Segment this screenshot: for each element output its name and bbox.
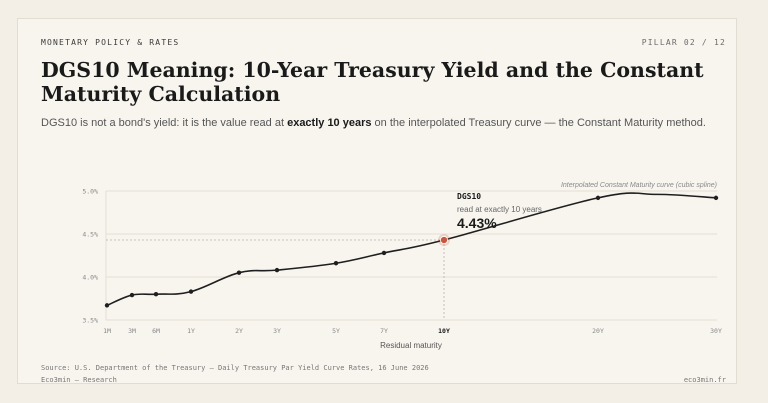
data-point-20y	[595, 195, 601, 201]
page-subtitle: DGS10 is not a bond's yield: it is the v…	[41, 117, 706, 129]
x-tick-label: 1M	[103, 327, 111, 335]
highlight-value: 4.43%	[457, 215, 497, 231]
pillar-counter: PILLAR 02 / 12	[641, 38, 726, 47]
subtitle-text-end: on the interpolated Treasury curve — the…	[371, 117, 706, 129]
data-point-7y	[381, 250, 387, 256]
source-note: Source: U.S. Department of the Treasury …	[41, 364, 429, 372]
highlight-name: DGS10	[457, 192, 481, 201]
yield-curve-line	[106, 192, 717, 307]
site-url: eco3min.fr	[683, 376, 726, 384]
subtitle-text-start: DGS10 is not a bond's yield: it is the v…	[41, 117, 288, 129]
data-point-2y	[236, 270, 242, 275]
y-tick-label: 4.5%	[82, 231, 98, 239]
x-tick-label: 5Y	[332, 327, 340, 335]
x-axis-label: Residual maturity	[380, 341, 442, 350]
data-point-1m	[104, 303, 110, 308]
data-point-3m	[129, 292, 135, 298]
data-point-6m	[153, 292, 159, 297]
x-tick-label: 7Y	[380, 327, 388, 335]
y-tick-label: 5.0%	[82, 188, 98, 196]
x-tick-label: 6M	[152, 327, 160, 335]
curve-label: Interpolated Constant Maturity curve (cu…	[561, 182, 717, 189]
page-title: DGS10 Meaning: 10-Year Treasury Yield an…	[41, 58, 704, 106]
brand-label: Eco3min — Research	[41, 376, 117, 384]
x-tick-label: 1Y	[187, 327, 195, 335]
x-tick-label: 2Y	[235, 327, 243, 335]
section-kicker: MONETARY POLICY & RATES	[41, 38, 180, 47]
content-card	[17, 18, 737, 384]
data-point-5y	[333, 261, 339, 266]
highlight-point-10y	[439, 236, 448, 245]
x-tick-label: 3Y	[273, 327, 281, 335]
y-tick-label: 3.5%	[82, 317, 98, 325]
data-point-1y	[188, 289, 194, 294]
y-tick-label: 4.0%	[82, 274, 98, 282]
x-tick-label: 20Y	[592, 327, 604, 335]
data-point-3y	[274, 267, 280, 273]
x-tick-label: 30Y	[710, 327, 722, 335]
x-tick-label: 3M	[128, 327, 136, 335]
highlight-note: read at exactly 10 years	[457, 205, 542, 214]
x-tick-label: 10Y	[438, 327, 450, 335]
data-point-30y	[713, 195, 719, 201]
subtitle-emphasis: exactly 10 years	[287, 117, 372, 129]
